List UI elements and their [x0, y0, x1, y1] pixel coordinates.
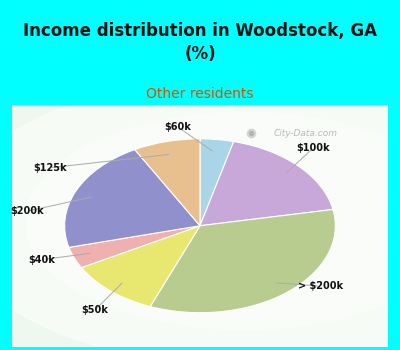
Text: Other residents: Other residents	[146, 87, 254, 101]
Ellipse shape	[172, 185, 318, 257]
Wedge shape	[65, 149, 200, 247]
FancyBboxPatch shape	[12, 105, 388, 346]
Ellipse shape	[98, 148, 392, 293]
Text: $125k: $125k	[33, 163, 66, 173]
Wedge shape	[200, 139, 234, 226]
Text: $50k: $50k	[81, 305, 108, 315]
Ellipse shape	[25, 112, 400, 330]
Wedge shape	[135, 139, 200, 226]
Text: City-Data.com: City-Data.com	[273, 130, 337, 139]
Text: > $200k: > $200k	[298, 281, 343, 291]
Text: $200k: $200k	[10, 206, 44, 216]
Text: $100k: $100k	[296, 144, 330, 153]
Ellipse shape	[0, 76, 400, 350]
Wedge shape	[200, 141, 333, 226]
Text: Income distribution in Woodstock, GA
(%): Income distribution in Woodstock, GA (%)	[23, 22, 377, 63]
Text: $40k: $40k	[29, 254, 56, 265]
Ellipse shape	[0, 40, 400, 350]
Text: $60k: $60k	[164, 122, 191, 132]
Wedge shape	[150, 209, 335, 313]
Wedge shape	[81, 226, 200, 307]
Wedge shape	[69, 226, 200, 268]
